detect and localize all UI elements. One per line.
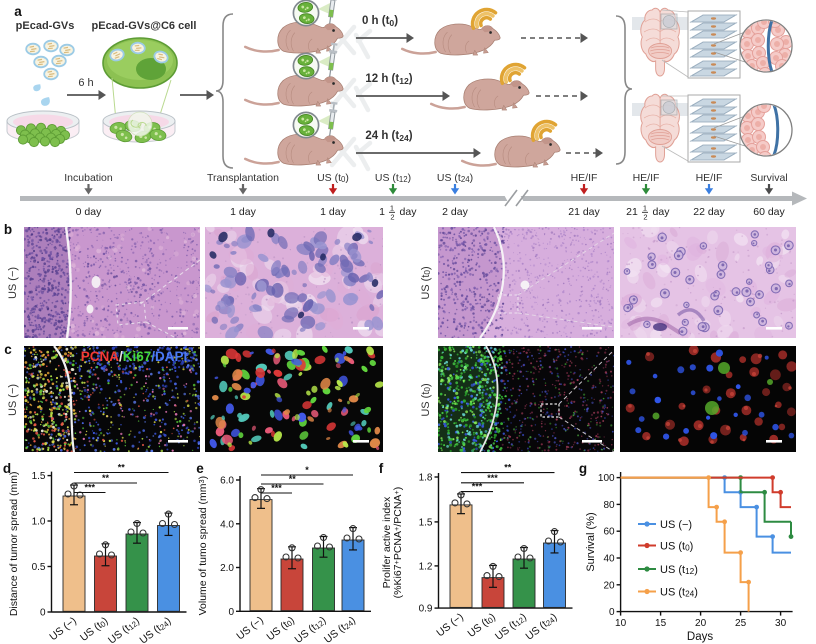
svg-text:HE/IF: HE/IF [696,172,723,184]
svg-text:c: c [4,342,12,357]
svg-text:PCNA/Ki67/DAPI: PCNA/Ki67/DAPI [81,349,188,364]
svg-text:12 h (t12): 12 h (t12) [365,73,412,86]
svg-text:1: 1 [390,204,394,213]
svg-text:21: 21 [626,206,638,218]
svg-text:6 h: 6 h [78,77,93,89]
svg-text:Survival: Survival [750,172,787,184]
svg-text:60 day: 60 day [753,206,785,218]
svg-text:1 day: 1 day [320,206,346,218]
svg-text:21 day: 21 day [568,206,600,218]
svg-text:US (t12): US (t12) [375,172,411,184]
svg-text:1: 1 [643,204,647,213]
svg-text:US (−): US (−) [7,384,19,416]
svg-text:US (t0): US (t0) [420,266,432,299]
svg-text:US (t0): US (t0) [317,172,349,184]
svg-text:a: a [14,4,22,19]
svg-text:1: 1 [379,206,385,218]
svg-text:Incubation: Incubation [64,172,113,184]
svg-text:day: day [400,206,418,218]
svg-text:22 day: 22 day [693,206,725,218]
svg-text:2 day: 2 day [442,206,468,218]
svg-text:US (−): US (−) [7,267,19,299]
svg-text:day: day [653,206,671,218]
svg-text:pEcad-GVs: pEcad-GVs [16,20,75,32]
svg-text:HE/IF: HE/IF [633,172,660,184]
svg-text:2: 2 [643,213,647,222]
svg-text:Transplantation: Transplantation [207,172,279,184]
svg-text:b: b [4,222,12,237]
svg-text:HE/IF: HE/IF [571,172,598,184]
svg-text:US (t24): US (t24) [437,172,473,184]
svg-text:pEcad-GVs@C6 cell: pEcad-GVs@C6 cell [92,20,197,32]
svg-text:0 day: 0 day [76,206,102,218]
svg-text:1 day: 1 day [230,206,256,218]
svg-text:US (t0): US (t0) [420,383,432,416]
svg-text:2: 2 [390,213,394,222]
svg-text:0 h (t0): 0 h (t0) [362,15,398,28]
svg-text:24 h (t24): 24 h (t24) [365,130,412,143]
